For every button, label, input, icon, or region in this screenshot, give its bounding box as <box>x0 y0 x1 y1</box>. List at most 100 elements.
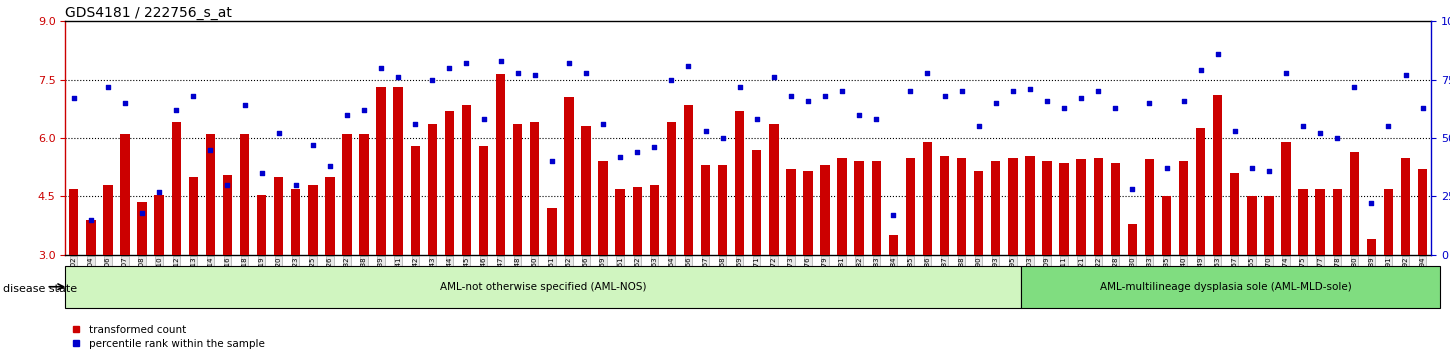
Point <box>1053 105 1076 110</box>
Bar <box>1350 152 1359 255</box>
Point <box>728 84 751 90</box>
Point <box>165 107 188 113</box>
Bar <box>86 220 96 255</box>
Bar <box>70 189 78 255</box>
Point <box>96 84 119 90</box>
Bar <box>1333 189 1341 255</box>
Bar <box>922 142 932 255</box>
Point <box>813 93 837 99</box>
Bar <box>223 175 232 255</box>
Bar <box>1076 159 1086 255</box>
Point <box>1411 105 1434 110</box>
Bar <box>1401 158 1411 255</box>
Bar <box>531 122 539 255</box>
Point <box>1257 168 1280 173</box>
Bar <box>1025 155 1035 255</box>
Bar <box>1179 161 1189 255</box>
Bar <box>957 158 966 255</box>
Bar <box>753 150 761 255</box>
Text: AML-multilineage dysplasia sole (AML-MLD-sole): AML-multilineage dysplasia sole (AML-MLD… <box>1101 282 1353 292</box>
Bar <box>428 124 436 255</box>
Point <box>882 212 905 218</box>
Bar <box>906 158 915 255</box>
Point <box>113 100 136 106</box>
Point <box>387 74 410 80</box>
Bar <box>1418 169 1427 255</box>
Bar <box>564 97 574 255</box>
Point <box>148 189 171 195</box>
Point <box>541 159 564 164</box>
Bar <box>377 87 386 255</box>
Point <box>1343 84 1366 90</box>
Point <box>523 72 547 78</box>
Point <box>831 88 854 94</box>
Bar <box>206 134 215 255</box>
Point <box>1378 124 1401 129</box>
Point <box>284 182 307 188</box>
Bar <box>599 161 608 255</box>
Bar <box>1128 224 1137 255</box>
Bar <box>940 155 950 255</box>
Bar <box>889 235 898 255</box>
Point <box>1121 187 1144 192</box>
Bar <box>581 126 590 255</box>
Point <box>130 210 154 216</box>
Point <box>1292 124 1315 129</box>
Point <box>1240 166 1263 171</box>
Point <box>985 100 1008 106</box>
Point <box>319 163 342 169</box>
Bar <box>239 134 249 255</box>
Bar <box>1247 196 1257 255</box>
Point <box>471 116 494 122</box>
Bar <box>65 266 1021 308</box>
Bar <box>360 134 368 255</box>
Point <box>1154 166 1177 171</box>
Bar <box>155 195 164 255</box>
Point <box>1138 100 1161 106</box>
Point <box>1275 70 1298 75</box>
Bar <box>615 189 625 255</box>
Bar <box>1214 95 1222 255</box>
Point <box>370 65 393 71</box>
Point <box>420 77 444 82</box>
Bar <box>461 105 471 255</box>
Point <box>1086 88 1109 94</box>
Point <box>1070 96 1093 101</box>
Text: AML-not otherwise specified (AML-NOS): AML-not otherwise specified (AML-NOS) <box>439 282 647 292</box>
Point <box>1172 98 1195 103</box>
Point <box>335 112 358 118</box>
Bar <box>1043 161 1051 255</box>
Point <box>916 70 940 75</box>
Point <box>592 121 615 127</box>
Point <box>506 70 529 75</box>
Point <box>574 70 597 75</box>
Point <box>848 112 871 118</box>
Point <box>233 103 257 108</box>
Point <box>899 88 922 94</box>
Bar <box>342 134 352 255</box>
Point <box>864 116 887 122</box>
Bar <box>257 195 267 255</box>
Point <box>1308 131 1331 136</box>
Point <box>695 128 718 134</box>
Bar <box>393 87 403 255</box>
Bar <box>496 74 506 255</box>
Point <box>267 131 290 136</box>
Bar <box>803 171 812 255</box>
Bar <box>103 185 113 255</box>
Bar <box>291 189 300 255</box>
Bar <box>1093 158 1103 255</box>
Bar <box>1315 189 1325 255</box>
Bar <box>120 134 129 255</box>
Bar <box>1161 196 1172 255</box>
Point <box>932 93 956 99</box>
Point <box>625 149 648 155</box>
Bar <box>188 177 199 255</box>
Bar <box>1021 266 1440 308</box>
Point <box>642 144 666 150</box>
Text: disease state: disease state <box>3 284 77 293</box>
Point <box>1206 51 1230 57</box>
Point <box>796 98 819 103</box>
Bar <box>667 122 676 255</box>
Point <box>1393 72 1417 78</box>
